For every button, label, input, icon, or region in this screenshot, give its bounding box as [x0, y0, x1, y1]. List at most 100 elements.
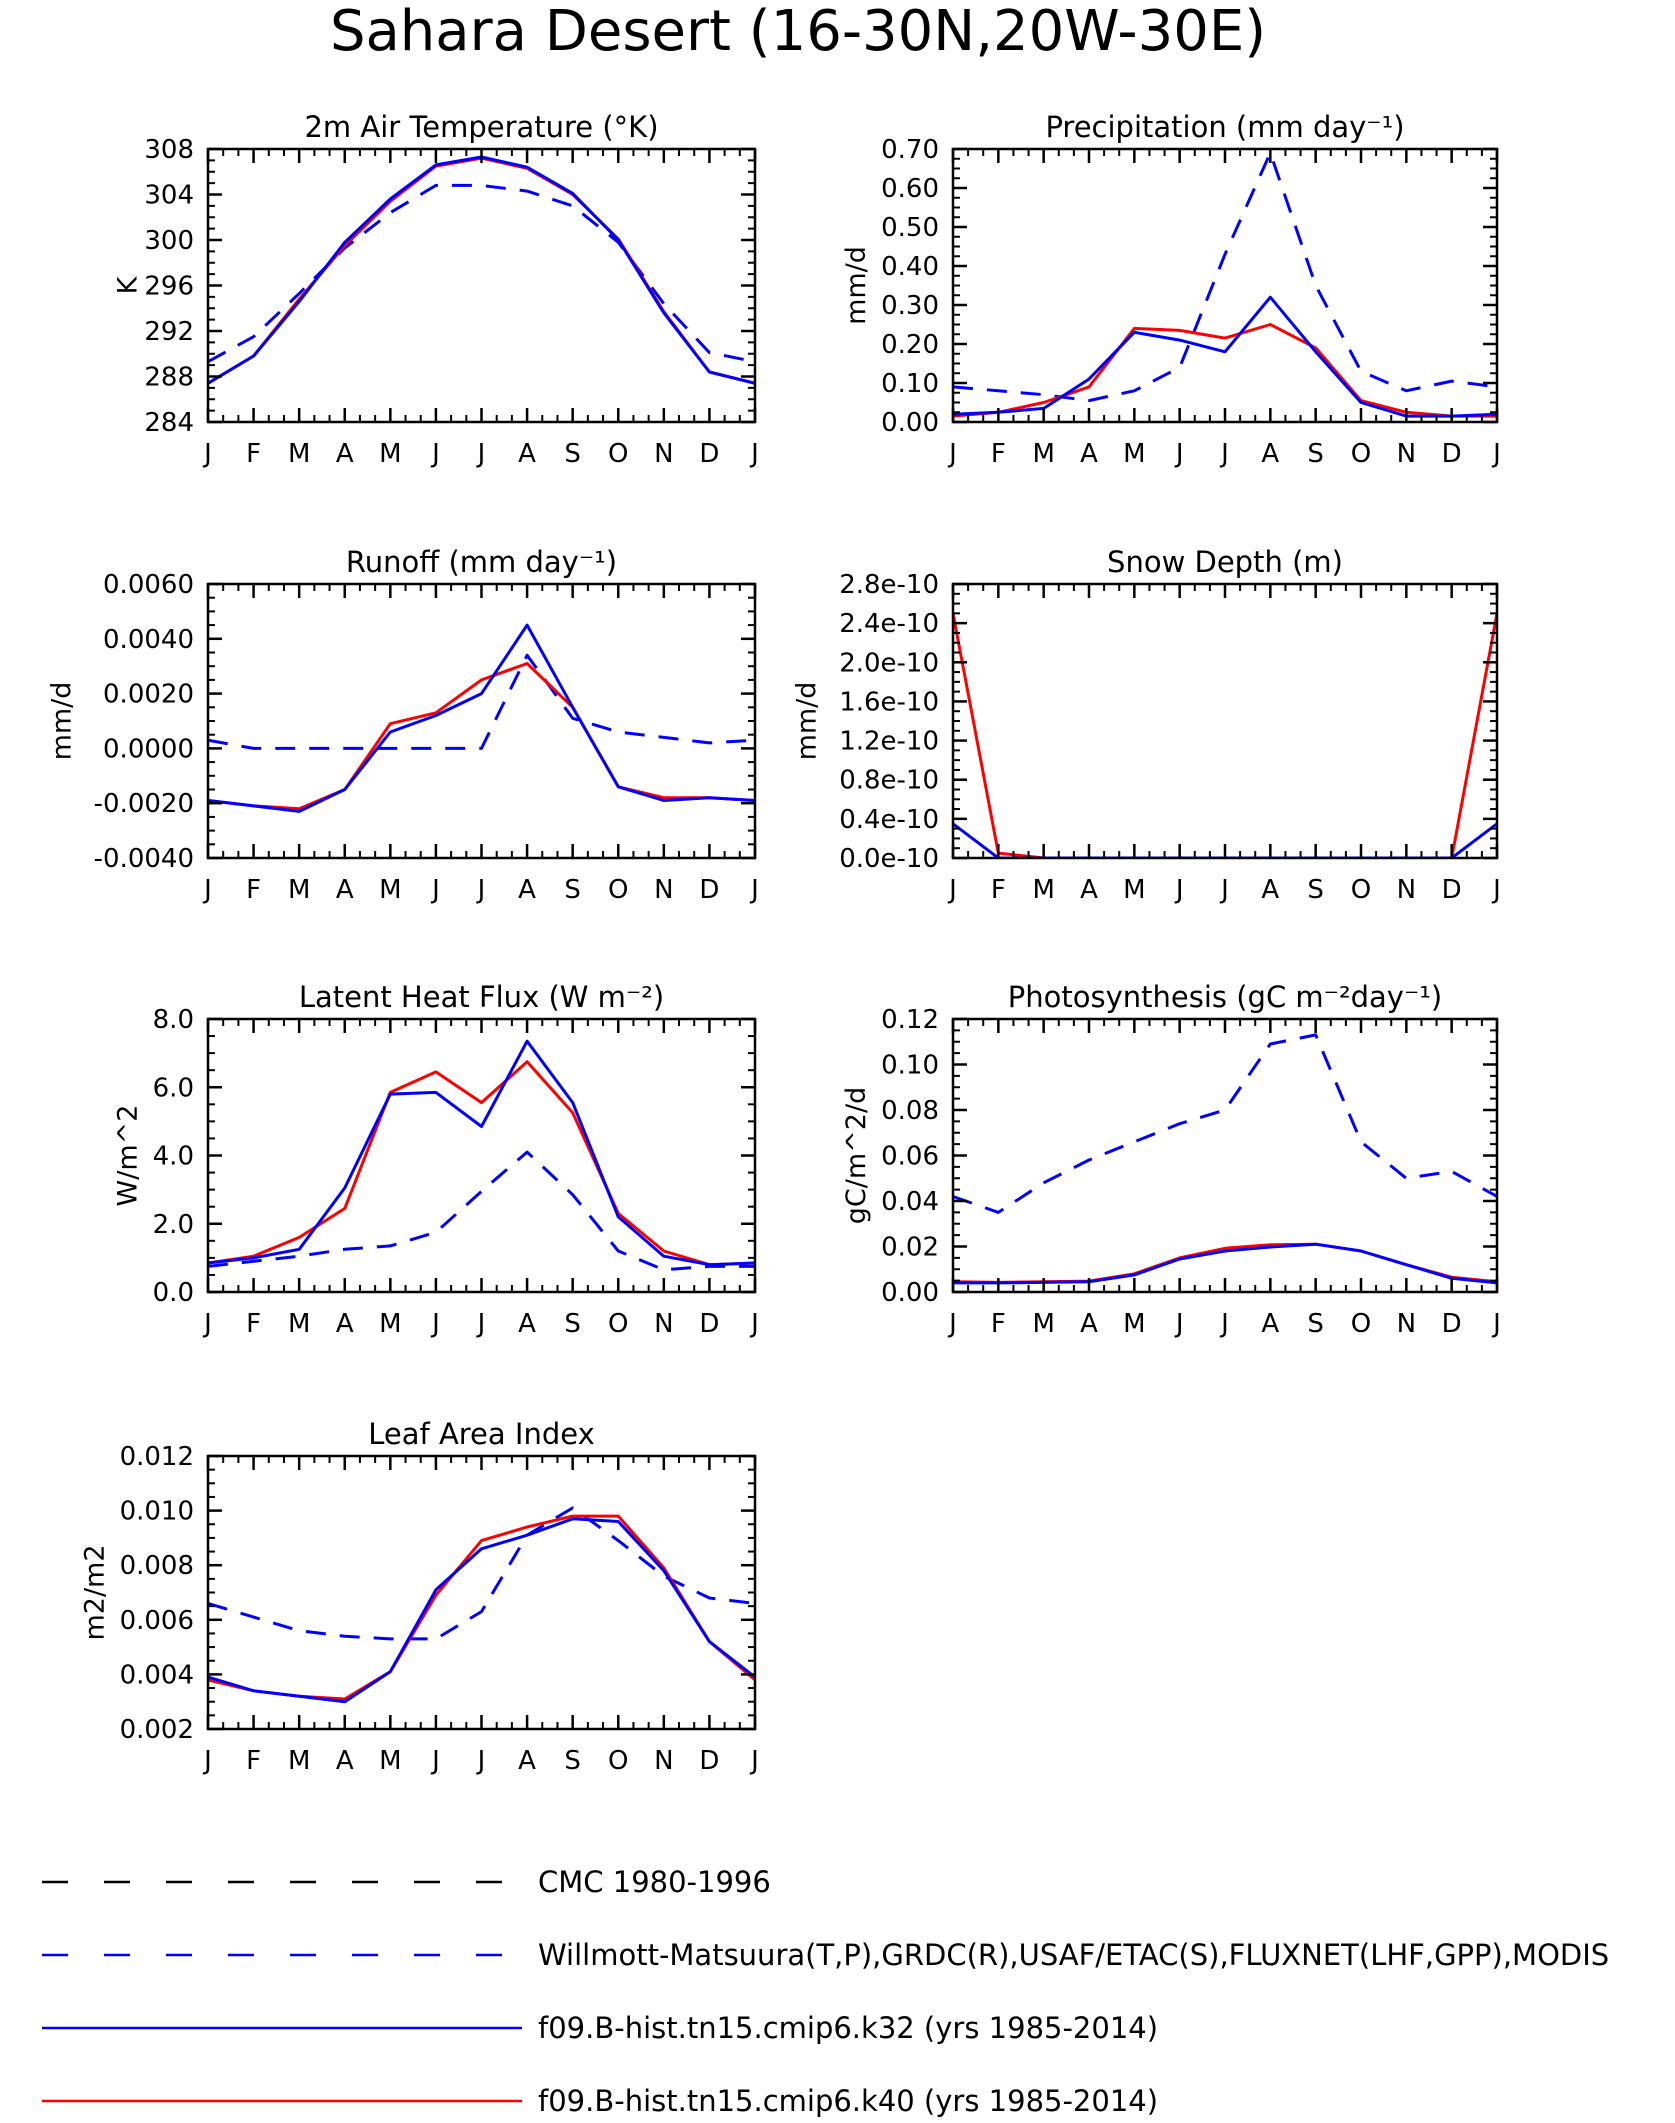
y-tick-label: 300	[144, 226, 194, 256]
y-tick-label: 2.8e-10	[839, 570, 939, 600]
x-tick-label: O	[608, 439, 628, 469]
y-tick-label: 304	[144, 181, 194, 211]
x-tick-label: J	[430, 439, 440, 469]
y-tick-label: 0.08	[881, 1096, 939, 1126]
x-tick-label: M	[379, 439, 401, 469]
x-tick-label: J	[1219, 1309, 1229, 1339]
x-tick-label: J	[749, 875, 759, 905]
series-line-obs	[208, 1506, 755, 1641]
x-tick-label: O	[1351, 439, 1371, 469]
legend-label: f09.B-hist.tn15.cmip6.k32 (yrs 1985-2014…	[538, 2011, 1158, 2045]
x-tick-label: D	[1442, 1309, 1462, 1339]
series-line-k32	[208, 155, 755, 385]
chart-panel: J F M A M J J A S O N D J0.0020.0040.0060.0080.0100.…	[80, 1417, 759, 1776]
x-tick-label: N	[654, 875, 673, 905]
y-tick-label: 2.4e-10	[839, 609, 939, 639]
x-tick-label: M	[1123, 1309, 1145, 1339]
series-line-k40	[953, 323, 1497, 418]
x-tick-label: S	[564, 1309, 581, 1339]
y-tick-label: 0.70	[881, 135, 939, 165]
x-tick-label: J	[1491, 875, 1501, 905]
x-tick-label: M	[379, 875, 401, 905]
main-title: Sahara Desert (16-30N,20W-30E)	[330, 0, 1266, 64]
y-tick-label: 0.002	[120, 1715, 194, 1745]
x-tick-label: J	[749, 1309, 759, 1339]
y-tick-label: 0.00	[881, 1278, 939, 1308]
y-axis-label: gC/m^2/d	[841, 1087, 872, 1224]
x-tick-label: S	[1307, 875, 1324, 905]
x-tick-label: A	[336, 1746, 354, 1776]
x-tick-label: S	[564, 1746, 581, 1776]
x-tick-label: N	[654, 1746, 673, 1776]
y-tick-label: 292	[144, 317, 194, 347]
series-line-k32	[953, 295, 1497, 418]
x-tick-label: D	[699, 439, 719, 469]
series-line-k40	[208, 662, 755, 811]
x-tick-label: A	[518, 1309, 536, 1339]
x-tick-label: J	[1174, 875, 1184, 905]
panel-title: 2m Air Temperature (°K)	[304, 110, 658, 144]
y-axis-label: W/m^2	[113, 1105, 144, 1207]
series-line-k40	[208, 156, 755, 385]
x-tick-label: A	[1261, 439, 1279, 469]
x-tick-label: D	[699, 1309, 719, 1339]
series-line-obs	[953, 151, 1497, 403]
x-tick-label: A	[518, 439, 536, 469]
panel-title: Precipitation (mm day⁻¹)	[1045, 110, 1404, 144]
x-tick-label: A	[1261, 1309, 1279, 1339]
x-tick-label: A	[336, 1309, 354, 1339]
legend-label: Willmott-Matsuura(T,P),GRDC(R),USAF/ETAC…	[538, 1938, 1609, 1972]
x-tick-label: M	[1123, 439, 1145, 469]
y-axis-label: mm/d	[841, 246, 872, 325]
y-tick-label: 0.0000	[103, 734, 194, 764]
x-tick-label: F	[246, 1309, 261, 1339]
x-tick-label: J	[749, 439, 759, 469]
series-group	[953, 613, 1497, 858]
legend-entry: f09.B-hist.tn15.cmip6.k32 (yrs 1985-2014…	[42, 2011, 1158, 2045]
y-tick-label: 0.4e-10	[839, 805, 939, 835]
x-tick-label: J	[1219, 875, 1229, 905]
x-tick-label: N	[1397, 439, 1416, 469]
series-line-obs	[208, 183, 755, 364]
x-tick-label: N	[654, 1309, 673, 1339]
y-tick-label: 0.50	[881, 213, 939, 243]
series-group	[208, 155, 755, 385]
series-line-k32	[208, 1039, 755, 1267]
x-tick-label: M	[1123, 875, 1145, 905]
legend-label: f09.B-hist.tn15.cmip6.k40 (yrs 1985-2014…	[538, 2084, 1158, 2118]
y-tick-label: 0.8e-10	[839, 766, 939, 796]
x-tick-label: J	[947, 439, 957, 469]
y-tick-label: 0.10	[881, 369, 939, 399]
axes-frame	[206, 147, 757, 424]
x-tick-label: J	[476, 1309, 486, 1339]
y-tick-label: 0.60	[881, 174, 939, 204]
y-tick-label: 0.00	[881, 408, 939, 438]
x-tick-label: A	[518, 875, 536, 905]
y-tick-label: 288	[144, 363, 194, 393]
x-tick-label: F	[991, 875, 1006, 905]
x-tick-label: M	[1032, 439, 1054, 469]
series-line-obs	[208, 653, 755, 750]
y-tick-label: 0.40	[881, 252, 939, 282]
x-tick-label: J	[430, 875, 440, 905]
y-tick-label: 0.0020	[103, 680, 194, 710]
x-tick-label: A	[1261, 875, 1279, 905]
y-tick-label: 1.6e-10	[839, 687, 939, 717]
y-tick-label: 0.006	[120, 1606, 194, 1636]
x-tick-label: O	[608, 875, 628, 905]
legend-label: CMC 1980-1996	[538, 1865, 771, 1899]
series-line-k32	[208, 623, 755, 813]
y-tick-label: 2.0	[153, 1210, 194, 1240]
x-tick-label: S	[1307, 1309, 1324, 1339]
axes-frame	[951, 582, 1499, 860]
panel-title: Latent Heat Flux (W m⁻²)	[299, 980, 664, 1014]
x-tick-label: J	[202, 875, 212, 905]
y-axis-label: K	[113, 275, 144, 294]
y-tick-label: 296	[144, 272, 194, 302]
y-tick-label: 284	[144, 408, 194, 438]
x-tick-label: N	[1397, 875, 1416, 905]
